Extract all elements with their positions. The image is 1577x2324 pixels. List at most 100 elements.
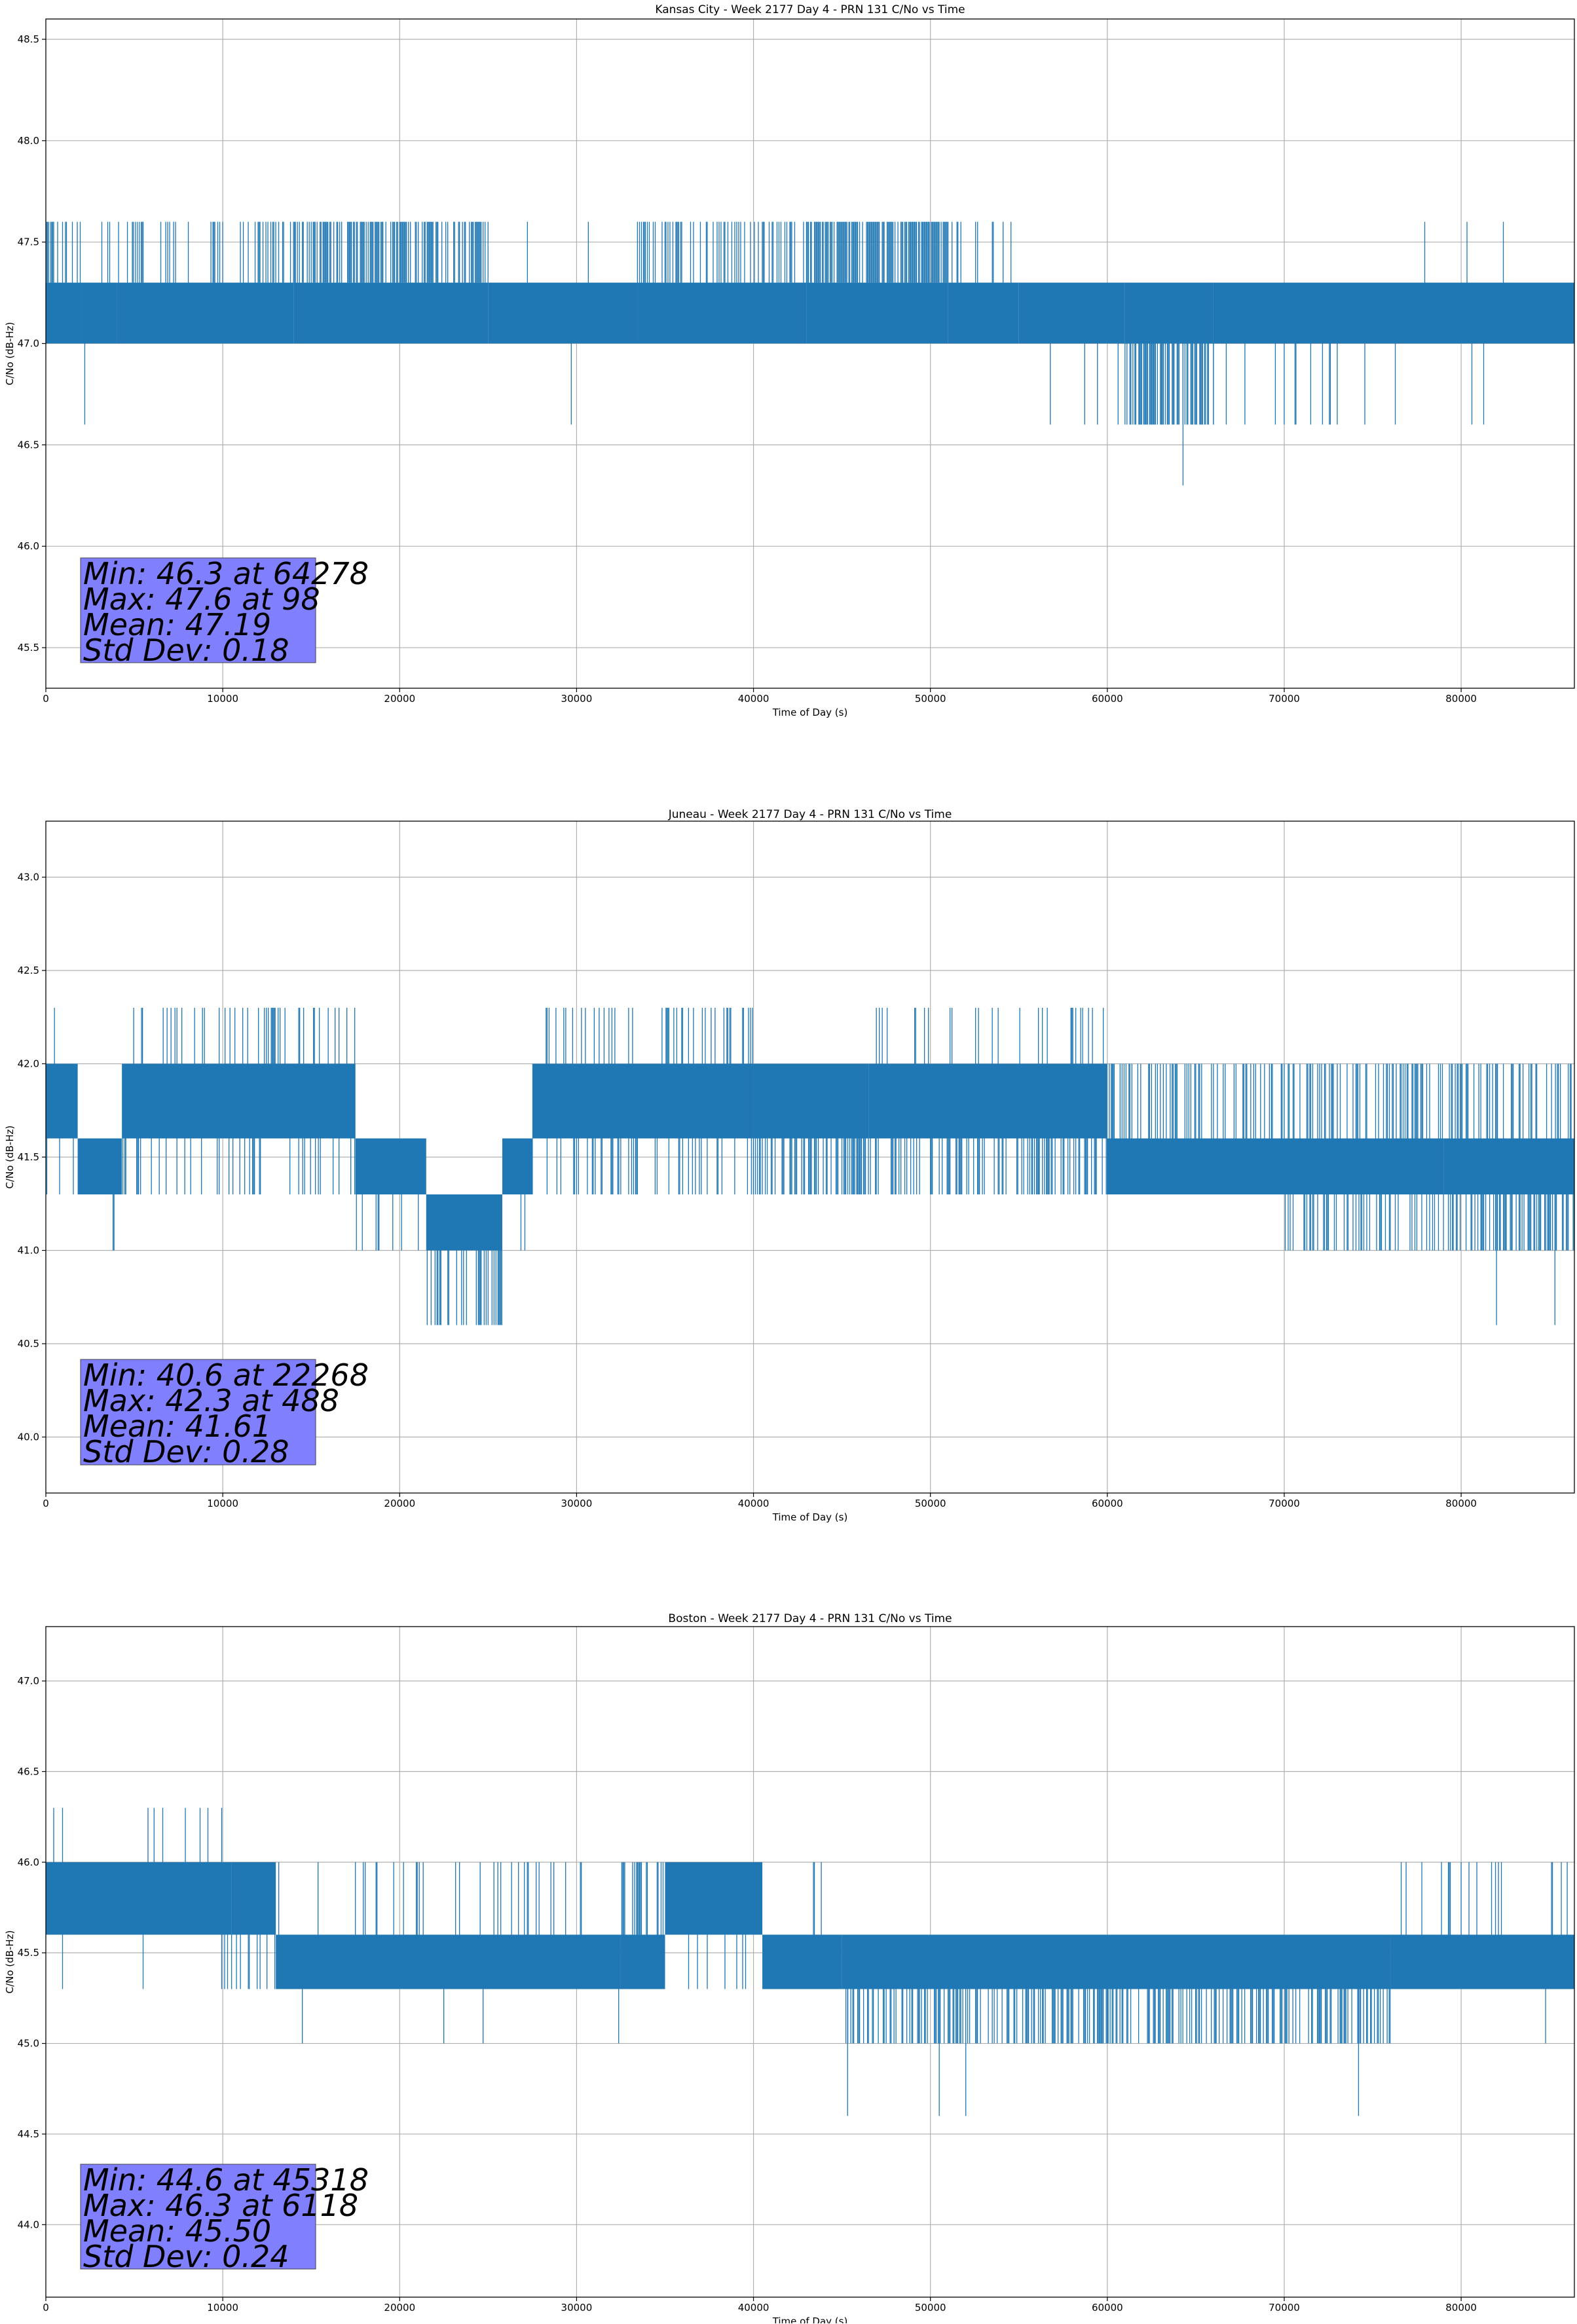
chart-title: Kansas City - Week 2177 Day 4 - PRN 131 … bbox=[655, 3, 965, 16]
x-tick-label: 50000 bbox=[915, 693, 946, 705]
series-band bbox=[1443, 1138, 1574, 1194]
series-band bbox=[806, 282, 948, 344]
series-band bbox=[868, 1063, 1107, 1139]
series-band bbox=[46, 1862, 232, 1935]
series-band bbox=[46, 1063, 78, 1139]
series-band bbox=[620, 1934, 665, 1989]
series-band bbox=[46, 282, 82, 344]
x-tick-label: 70000 bbox=[1269, 693, 1300, 705]
series-band bbox=[1107, 1138, 1284, 1194]
ticks bbox=[42, 1680, 1462, 2301]
x-tick-label: 80000 bbox=[1445, 1498, 1477, 1509]
y-tick-label: 45.5 bbox=[18, 642, 39, 654]
stats-line: Max: 42.3 at 488 bbox=[83, 1383, 339, 1418]
x-tick-label: 0 bbox=[43, 693, 49, 705]
series-line bbox=[46, 1807, 1574, 2116]
y-tick-label: 45.5 bbox=[18, 1947, 39, 1959]
y-tick-label: 46.5 bbox=[18, 1765, 39, 1777]
kansas-city-chart-svg: Kansas City - Week 2177 Day 4 - PRN 131 … bbox=[4, 3, 1575, 718]
y-tick-label: 41.5 bbox=[18, 1151, 39, 1163]
series-band bbox=[81, 282, 117, 344]
series-band bbox=[355, 1138, 426, 1194]
x-axis-label: Time of Day (s) bbox=[772, 707, 848, 718]
chart-title: Boston - Week 2177 Day 4 - PRN 131 C/No … bbox=[668, 1612, 952, 1625]
y-tick-label: 48.5 bbox=[18, 33, 39, 45]
x-tick-label: 10000 bbox=[207, 693, 238, 705]
stats-line: Mean: 45.50 bbox=[83, 2213, 271, 2249]
chart-title: Juneau - Week 2177 Day 4 - PRN 131 C/No … bbox=[668, 808, 952, 821]
y-tick-label: 47.0 bbox=[18, 1675, 39, 1687]
x-tick-label: 30000 bbox=[561, 1498, 593, 1509]
ticks bbox=[42, 876, 1462, 1497]
y-tick-label: 46.5 bbox=[18, 439, 39, 451]
series-band bbox=[1124, 282, 1214, 344]
x-tick-label: 40000 bbox=[738, 693, 770, 705]
series-band bbox=[502, 1138, 532, 1194]
series-band bbox=[1213, 282, 1356, 344]
stats-box bbox=[80, 557, 316, 663]
x-tick-label: 60000 bbox=[1092, 693, 1123, 705]
stats-line: Std Dev: 0.28 bbox=[83, 1434, 289, 1469]
juneau-chart: Juneau - Week 2177 Day 4 - PRN 131 C/No … bbox=[0, 775, 1577, 1549]
x-tick-label: 0 bbox=[43, 1498, 49, 1509]
x-tick-label: 80000 bbox=[1445, 2302, 1477, 2314]
x-tick-label: 30000 bbox=[561, 2302, 593, 2314]
boston-chart-svg: Boston - Week 2177 Day 4 - PRN 131 C/No … bbox=[4, 1612, 1575, 2323]
y-axis-label: C/No (dB-Hz) bbox=[4, 322, 16, 386]
y-axis-label: C/No (dB-Hz) bbox=[4, 1930, 16, 1994]
stats-box bbox=[80, 1359, 316, 1466]
y-tick-label: 46.0 bbox=[18, 1856, 39, 1868]
y-tick-label: 44.0 bbox=[18, 2219, 39, 2230]
series-band bbox=[1355, 282, 1574, 344]
stats-line: Max: 46.3 at 6118 bbox=[83, 2188, 358, 2223]
x-tick-label: 40000 bbox=[738, 1498, 770, 1509]
x-tick-label: 20000 bbox=[384, 1498, 415, 1509]
x-tick-label: 80000 bbox=[1445, 693, 1477, 705]
y-tick-label: 48.0 bbox=[18, 135, 39, 147]
y-tick-label: 45.0 bbox=[18, 2038, 39, 2050]
series-band bbox=[948, 282, 1019, 344]
juneau-chart-svg: Juneau - Week 2177 Day 4 - PRN 131 C/No … bbox=[4, 808, 1575, 1523]
y-tick-label: 41.0 bbox=[18, 1245, 39, 1257]
x-tick-label: 40000 bbox=[738, 2302, 770, 2314]
y-tick-label: 47.5 bbox=[18, 236, 39, 248]
y-axis-label: C/No (dB-Hz) bbox=[4, 1126, 16, 1189]
x-tick-label: 70000 bbox=[1269, 2302, 1300, 2314]
series-band bbox=[122, 1063, 356, 1139]
stats-line: Std Dev: 0.24 bbox=[83, 2239, 289, 2274]
y-tick-label: 47.0 bbox=[18, 338, 39, 350]
series-band bbox=[117, 282, 294, 344]
stats-line: Std Dev: 0.18 bbox=[83, 633, 289, 668]
series-band bbox=[532, 1063, 754, 1139]
y-tick-label: 42.5 bbox=[18, 965, 39, 976]
ticks bbox=[42, 39, 1462, 692]
x-tick-label: 50000 bbox=[915, 2302, 946, 2314]
axes-frame bbox=[45, 1626, 1575, 2298]
stats-line: Min: 40.6 at 22268 bbox=[83, 1357, 369, 1393]
x-tick-label: 60000 bbox=[1092, 2302, 1123, 2314]
x-axis-label: Time of Day (s) bbox=[772, 1511, 848, 1523]
series-line bbox=[46, 221, 1574, 486]
kansas-city-chart: Kansas City - Week 2177 Day 4 - PRN 131 … bbox=[0, 0, 1577, 775]
x-tick-label: 30000 bbox=[561, 693, 593, 705]
series-band bbox=[665, 1862, 763, 1935]
x-tick-label: 10000 bbox=[207, 1498, 238, 1509]
series-band bbox=[1018, 282, 1125, 344]
y-tick-label: 40.0 bbox=[18, 1431, 39, 1443]
series-band bbox=[77, 1138, 122, 1194]
x-tick-label: 20000 bbox=[384, 2302, 415, 2314]
series-band bbox=[231, 1862, 276, 1935]
series-band bbox=[1390, 1934, 1574, 1989]
series-band bbox=[293, 282, 489, 344]
stats-line: Mean: 47.19 bbox=[83, 607, 271, 642]
stats-line: Max: 47.6 at 98 bbox=[83, 581, 320, 617]
boston-chart: Boston - Week 2177 Day 4 - PRN 131 C/No … bbox=[0, 1549, 1577, 2324]
stats-line: Min: 46.3 at 64278 bbox=[83, 556, 369, 591]
series-line bbox=[46, 1008, 1575, 1325]
y-tick-label: 44.5 bbox=[18, 2128, 39, 2140]
y-tick-label: 46.0 bbox=[18, 540, 39, 552]
series-band bbox=[638, 282, 807, 344]
stats-box bbox=[80, 2164, 316, 2270]
stats-line: Mean: 41.61 bbox=[83, 1409, 271, 1444]
x-tick-label: 0 bbox=[43, 2302, 49, 2314]
